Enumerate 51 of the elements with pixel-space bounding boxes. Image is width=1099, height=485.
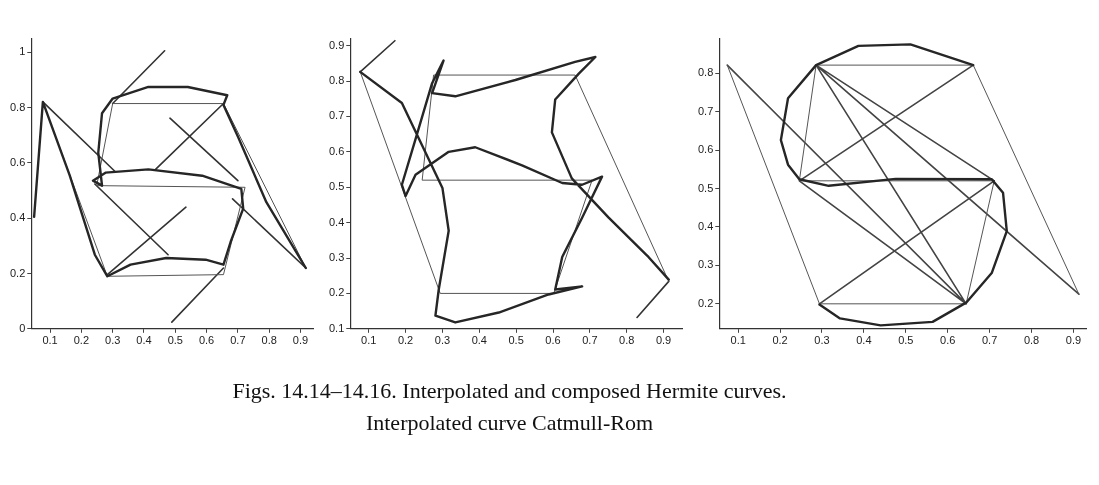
y-tick-label: 0.5	[328, 180, 345, 193]
y-tick-label: 0.5	[697, 181, 714, 194]
x-tick-label: 0.7	[582, 334, 598, 347]
y-tick-label: 0.7	[697, 104, 714, 117]
y-tick-label: 0	[19, 321, 26, 334]
x-tick-label: 0.2	[397, 334, 414, 347]
x-tick-label: 0.7	[230, 334, 246, 347]
text: Interpolated curve Catmull-Rom	[364, 409, 655, 437]
x-tick-label: 0.8	[619, 334, 635, 347]
x-tick-label: 0.5	[898, 334, 914, 347]
y-tick-label: 0.3	[328, 251, 345, 264]
x-tick-label: 0.5	[167, 334, 183, 347]
y-tick-label: 0.4	[697, 219, 714, 232]
y-tick-label: 0.4	[328, 215, 345, 228]
x-tick-label: 0.1	[730, 334, 746, 347]
x-tick-label: 0.2	[772, 334, 788, 347]
y-tick-label: 0.8	[697, 66, 714, 79]
x-tick-label: 0.2	[73, 334, 90, 347]
x-tick-label: 0.9	[1065, 334, 1082, 347]
x-tick-label: 0.1	[42, 334, 58, 347]
y-tick-label: 0.2	[328, 286, 345, 299]
x-tick-label: 0.4	[471, 334, 487, 347]
x-tick-label: 0.6	[545, 334, 561, 347]
x-tick-label: 0.3	[814, 334, 830, 347]
y-tick-label: 0.7	[328, 109, 345, 122]
y-tick-label: 0.3	[697, 258, 714, 271]
y-tick-label: 0.6	[697, 143, 714, 156]
y-tick-label: 0.6	[9, 156, 26, 168]
x-tick-label: 0.8	[261, 334, 277, 347]
y-tick-label: 0.8	[9, 100, 26, 113]
x-tick-label: 0.3	[434, 334, 451, 347]
text: Figs. 14.14–14.16. Interpolated and composed Hermite curves.	[232, 377, 787, 405]
x-tick-label: 0.4	[856, 334, 872, 347]
x-tick-label: 0.5	[508, 334, 524, 347]
x-tick-label: 0.8	[1023, 334, 1040, 347]
x-tick-label: 0.7	[981, 334, 998, 347]
y-tick-label: 1	[19, 45, 26, 58]
x-tick-label: 0.9	[292, 334, 309, 347]
x-tick-label: 0.4	[136, 334, 152, 347]
x-tick-label: 0.3	[105, 334, 121, 347]
y-tick-label: 0.2	[9, 266, 26, 279]
x-tick-label: 0.6	[940, 334, 956, 347]
y-tick-label: 0.2	[697, 296, 714, 309]
y-tick-label: 0.9	[328, 38, 345, 51]
x-tick-label: 0.6	[198, 334, 215, 347]
y-tick-label: 0.8	[328, 74, 345, 87]
x-tick-label: 0.1	[361, 334, 377, 347]
y-tick-label: 0.4	[9, 211, 26, 224]
y-tick-label: 0.6	[328, 144, 345, 157]
y-tick-label: 0.1	[328, 321, 345, 334]
x-tick-label: 0.9	[655, 334, 672, 347]
